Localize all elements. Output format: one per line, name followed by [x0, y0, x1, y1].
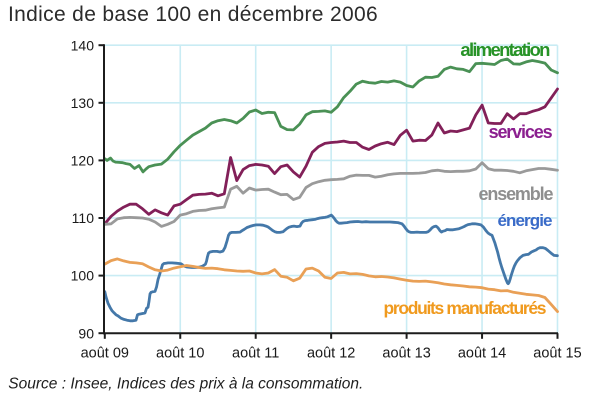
svg-text:140: 140 [71, 37, 95, 53]
svg-text:énergie: énergie [498, 211, 553, 230]
svg-text:août 15: août 15 [533, 346, 581, 362]
svg-text:90: 90 [78, 325, 94, 341]
svg-text:produits manufacturés: produits manufacturés [384, 298, 547, 318]
svg-text:août 09: août 09 [81, 346, 129, 362]
svg-text:Source : Insee, Indices des pr: Source : Insee, Indices des prix à la co… [8, 376, 363, 393]
svg-text:août 14: août 14 [458, 346, 506, 362]
svg-text:alimentation: alimentation [460, 39, 550, 60]
svg-text:120: 120 [71, 153, 95, 169]
svg-text:août 11: août 11 [232, 346, 279, 362]
svg-text:ensemble: ensemble [479, 184, 554, 204]
svg-text:août 10: août 10 [156, 346, 204, 362]
svg-text:110: 110 [72, 210, 95, 226]
svg-text:130: 130 [71, 95, 95, 111]
svg-text:services: services [489, 122, 553, 142]
svg-text:août 12: août 12 [307, 346, 355, 362]
svg-text:100: 100 [71, 268, 95, 284]
svg-text:août 13: août 13 [382, 346, 430, 362]
svg-text:Indice de base 100 en décembre: Indice de base 100 en décembre 2006 [8, 3, 378, 26]
